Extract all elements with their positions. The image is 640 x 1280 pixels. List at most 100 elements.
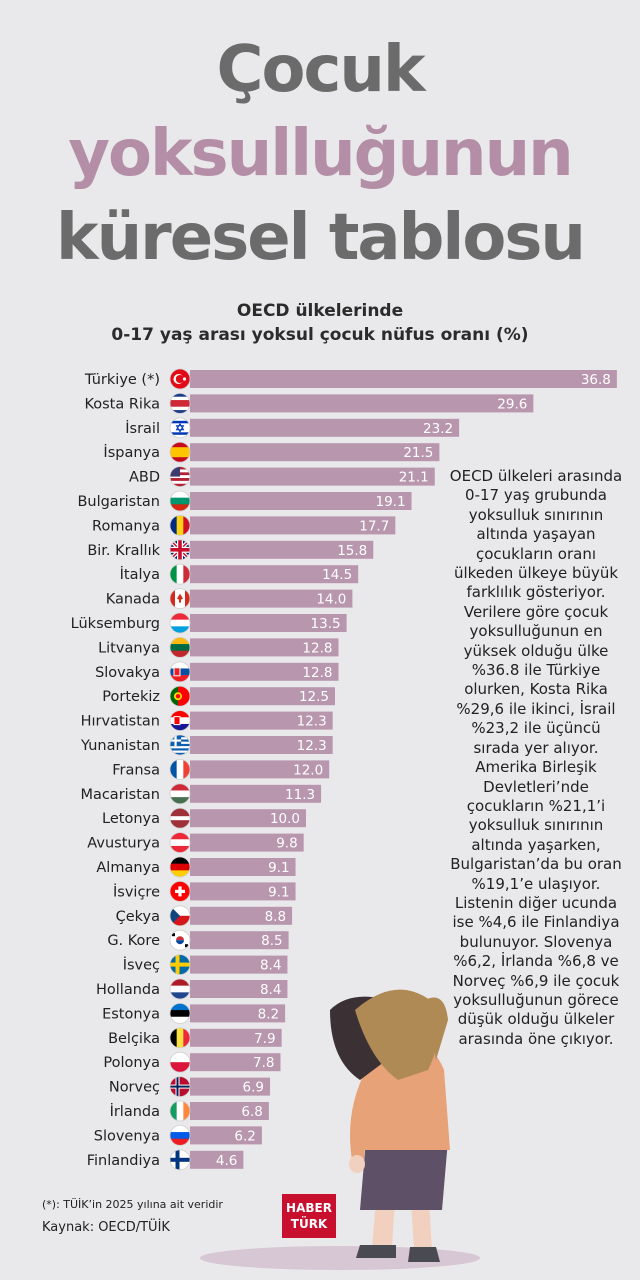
bar-19 [190,833,304,852]
bar-32 [190,1150,244,1169]
category-label-16: Fransa [112,762,160,778]
title-line-2: yoksulluğunun [68,117,573,191]
canada-flag-icon [169,588,191,609]
category-label-11: Litvanya [98,640,160,656]
value-label-30: 6.8 [241,1104,262,1120]
value-label-19: 9.8 [276,836,297,852]
category-label-28: Polonya [103,1055,160,1071]
category-label-2: İsrail [125,419,160,437]
belgium-flag-icon [169,1027,191,1049]
value-label-7: 15.8 [337,543,367,559]
austria-flag-icon [169,832,191,853]
latvia-flag-icon [169,807,191,829]
category-label-21: İsviçre [113,882,160,900]
category-label-7: Bir. Krallık [87,543,160,559]
value-label-22: 8.8 [265,909,286,925]
bar-29 [190,1077,271,1096]
bar-15 [190,736,333,754]
category-label-0: Türkiye (*) [84,372,160,388]
category-label-9: Kanada [106,592,160,608]
czechia-flag-icon [169,905,191,927]
haberturk-logo: HABER TÜRK [282,1194,336,1238]
bar-12 [190,662,339,681]
category-label-10: Lüksemburg [71,616,160,632]
turkey-flag-icon [169,368,191,390]
bar-30 [190,1102,269,1120]
category-label-3: İspanya [103,443,160,461]
value-label-15: 12.3 [297,738,327,754]
value-label-4: 21.1 [399,470,429,486]
category-label-15: Yunanistan [80,738,160,754]
bar-24 [190,955,288,974]
value-label-12: 12.8 [302,665,332,681]
bar-13 [190,687,335,706]
portugal-flag-icon [169,685,191,707]
france-flag-icon [169,759,191,780]
bar-14 [190,711,333,730]
bar-18 [190,809,306,828]
value-label-25: 8.4 [260,982,281,998]
bar-26 [190,1004,286,1023]
norway-flag-icon [169,1076,191,1097]
luxembourg-flag-icon [169,612,191,634]
value-label-26: 8.2 [258,1006,279,1022]
bar-20 [190,858,296,876]
bar-17 [190,784,322,803]
switzerland-flag-icon [169,881,191,902]
title-line-1: Çocuk [216,33,426,107]
sweden-flag-icon [169,954,191,975]
footnote: (*): TÜİK’in 2025 yılına ait veridir [42,1198,223,1211]
value-label-29: 6.9 [243,1080,264,1096]
bar-3 [190,443,440,462]
bar-10 [190,614,347,632]
category-label-6: Romanya [92,518,160,534]
value-label-6: 17.7 [359,518,389,534]
category-label-5: Bulgaristan [77,494,160,510]
value-label-5: 19.1 [375,494,405,510]
bar-16 [190,760,330,779]
bar-22 [190,906,293,925]
value-label-27: 7.9 [254,1031,275,1047]
value-label-32: 4.6 [216,1153,237,1169]
value-label-13: 12.5 [299,689,329,705]
bar-11 [190,638,339,657]
bar-27 [190,1028,282,1047]
value-label-8: 14.5 [322,567,352,583]
bar-23 [190,931,289,950]
value-label-18: 10.0 [270,811,300,827]
category-label-23: G. Kore [107,933,160,949]
hungary-flag-icon [169,783,191,805]
category-label-17: Macaristan [80,787,160,803]
value-label-3: 21.5 [403,445,433,461]
value-label-21: 9.1 [268,884,289,900]
bar-8 [190,565,359,584]
value-label-31: 6.2 [234,1128,255,1144]
value-label-1: 29.6 [497,396,527,412]
category-label-4: ABD [129,470,160,486]
category-label-12: Slovakya [95,665,160,681]
description-text: OECD ülkeleri arasında 0-17 yaş grubunda… [449,467,623,1048]
greece-flag-icon [169,734,191,756]
category-label-19: Avusturya [87,836,160,852]
finland-flag-icon [169,1149,191,1171]
spain-flag-icon [169,441,191,463]
category-label-32: Finlandiya [87,1153,160,1169]
category-label-26: Estonya [102,1006,160,1022]
costa-rica-flag-icon [169,392,191,414]
usa-flag-icon [169,466,191,488]
category-label-13: Portekiz [102,689,160,705]
bar-1 [190,394,534,413]
value-label-23: 8.5 [261,933,282,949]
netherlands-flag-icon [169,978,191,1000]
logo-line-1: HABER [286,1201,332,1215]
category-label-8: İtalya [120,565,160,583]
value-label-14: 12.3 [297,714,327,730]
south-korea-flag-icon [169,929,191,951]
category-label-18: Letonya [102,811,160,827]
value-label-11: 12.8 [302,640,332,656]
italy-flag-icon [169,563,191,585]
value-label-24: 8.4 [260,958,281,974]
bar-6 [190,516,396,535]
value-label-20: 9.1 [268,860,289,876]
